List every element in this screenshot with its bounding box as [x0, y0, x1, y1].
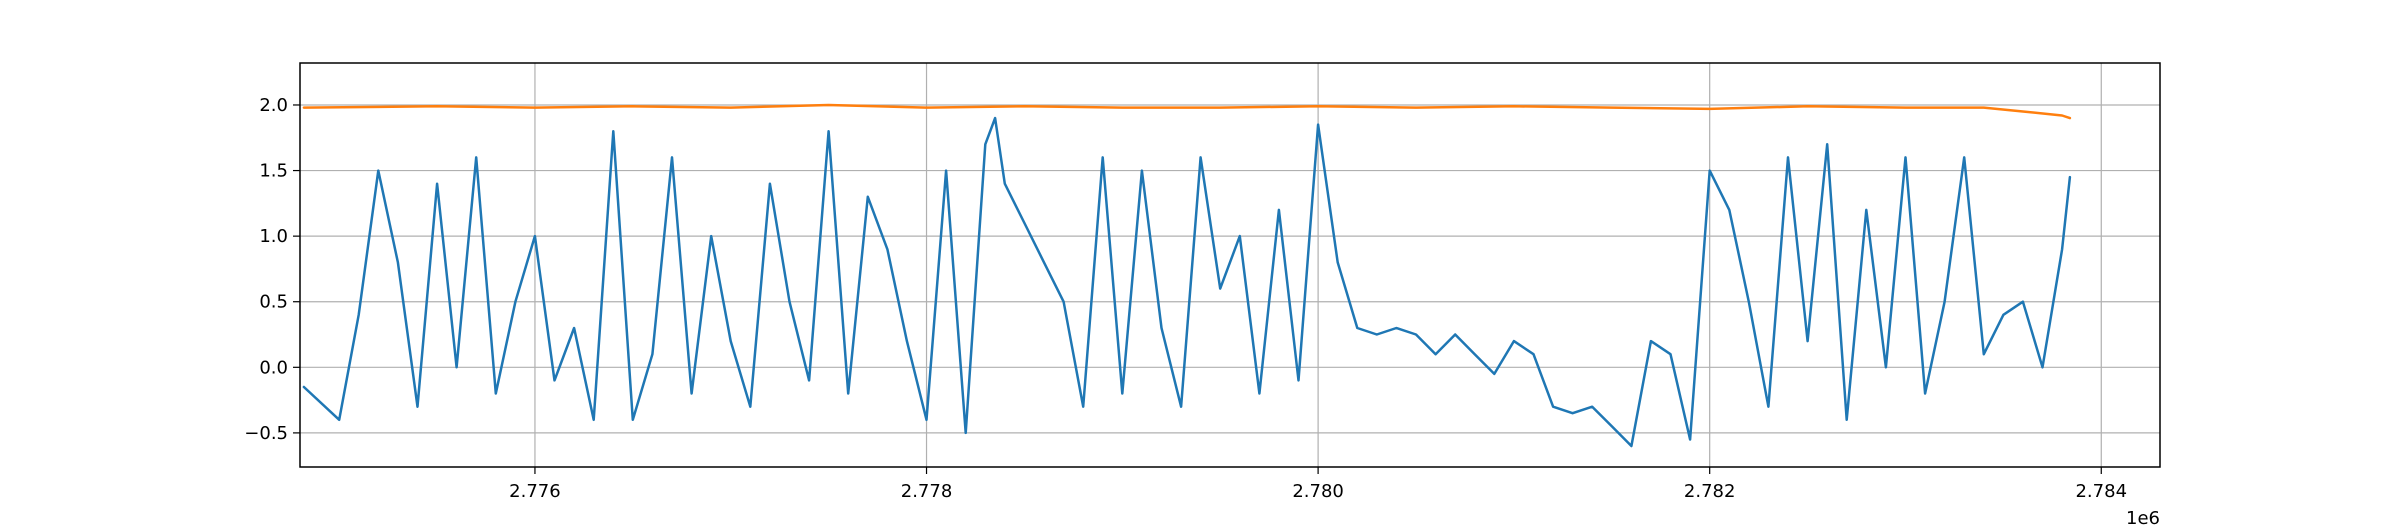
series-line-1	[302, 116, 2072, 448]
y-tick-label: 0.5	[259, 292, 288, 313]
x-offset-label: 1e6	[2126, 508, 2160, 525]
x-tick-label: 2.782	[1684, 481, 1736, 502]
x-tick-label: 2.776	[509, 481, 561, 502]
y-tick-label: 1.5	[259, 161, 288, 182]
grid	[300, 63, 2160, 467]
y-tick-label: 0.0	[259, 357, 288, 378]
y-tick-label: 2.0	[259, 95, 288, 116]
series-layer	[302, 103, 2072, 448]
series-line-2	[302, 103, 2072, 120]
x-tick-label: 2.780	[1292, 481, 1344, 502]
ticks: 2.776 2.778 2.780 2.782 2.784 −0.5 0.0 0.5 1.0 1.…	[244, 95, 2127, 502]
y-tick-label: 1.0	[259, 226, 288, 247]
x-tick-label: 2.778	[901, 481, 953, 502]
plot-frame	[299, 62, 2161, 468]
y-tick-label: −0.5	[244, 423, 288, 444]
x-tick-label: 2.784	[2075, 481, 2127, 502]
